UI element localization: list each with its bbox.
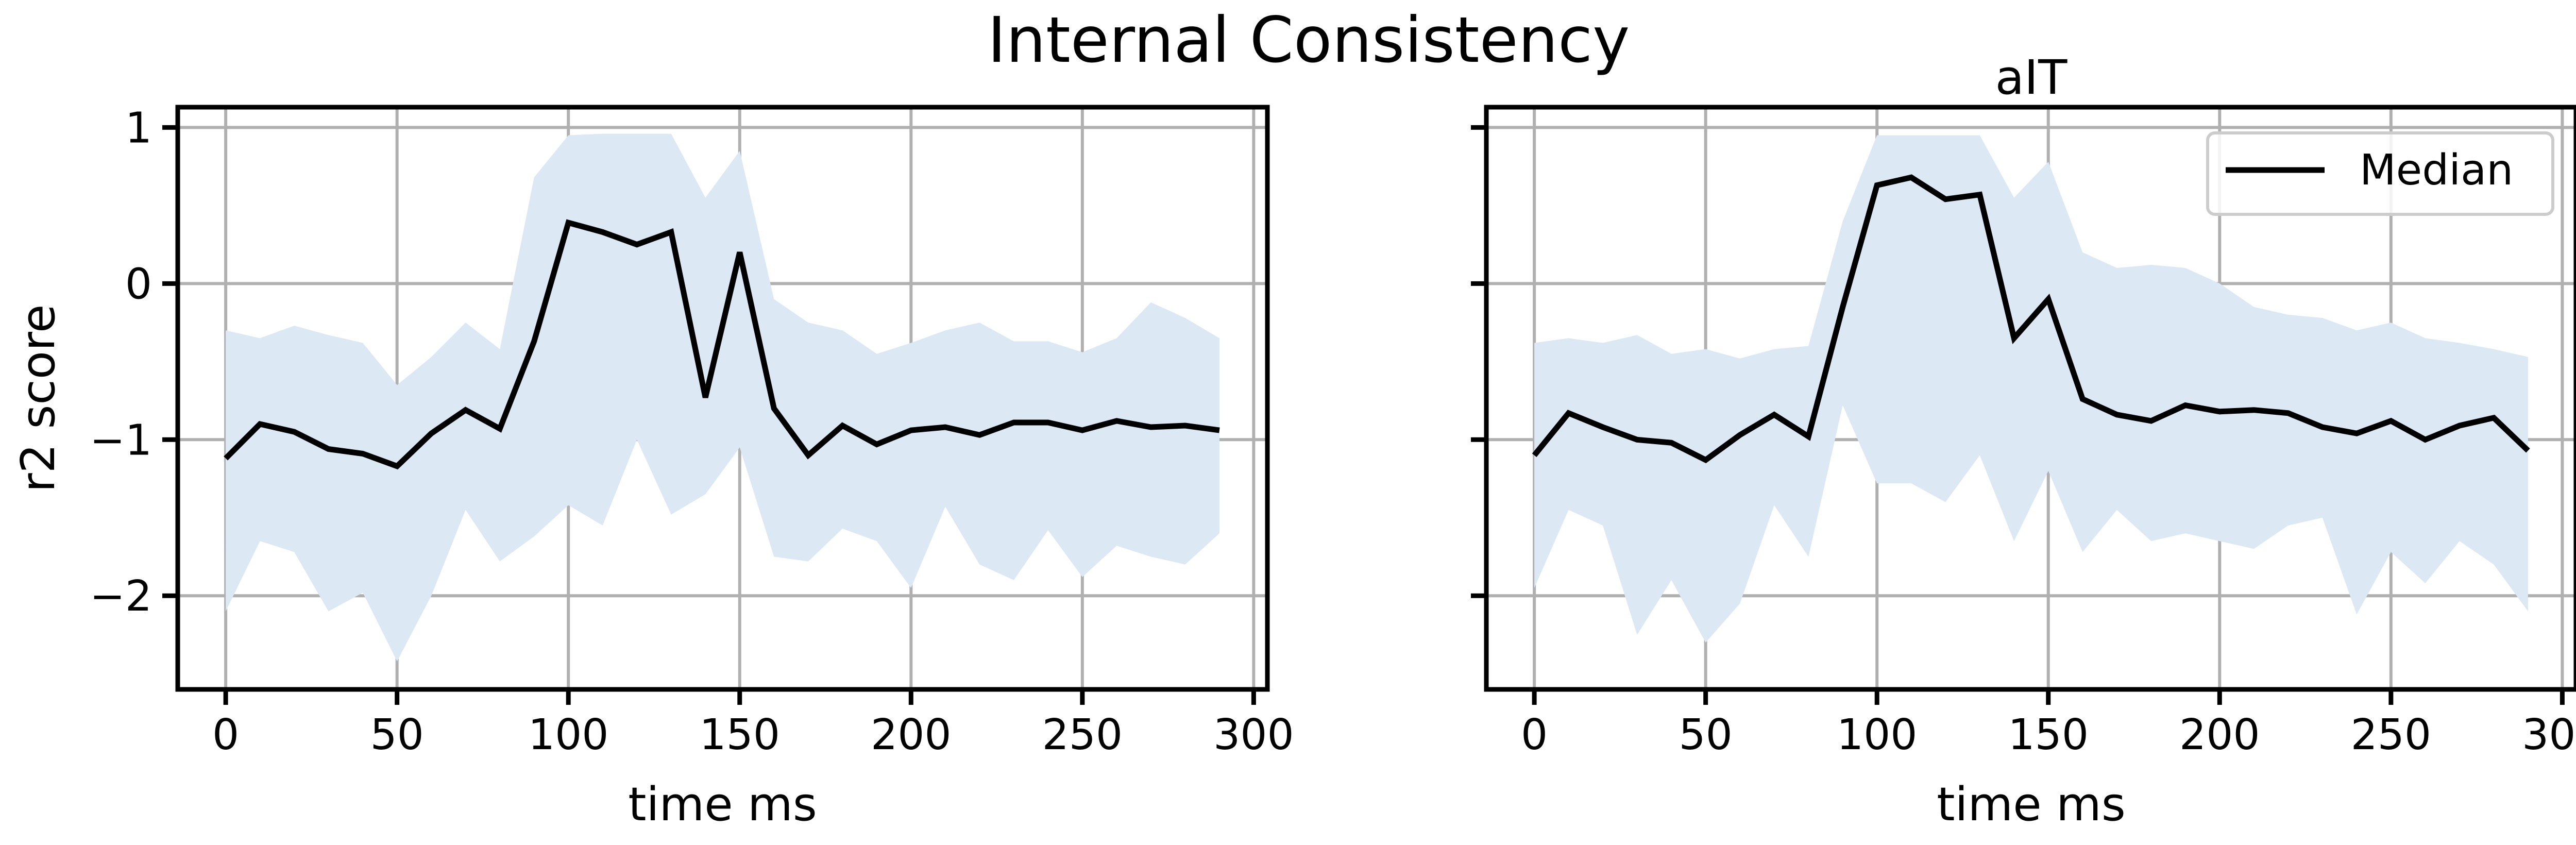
x-tick-label-3: 150 (699, 711, 780, 759)
x-tick-label-1: 50 (1679, 711, 1732, 759)
x-tick-label-5: 250 (2351, 711, 2432, 759)
x-tick-label-6: 300 (1213, 711, 1294, 759)
x-tick-label-0: 0 (1521, 711, 1548, 759)
x-tick-label-4: 200 (871, 711, 952, 759)
figure-suptitle: Internal Consistency (988, 4, 1630, 77)
y-axis-label: r2 score (11, 305, 65, 493)
x-tick-label-2: 100 (1837, 711, 1918, 759)
range-band (1534, 135, 2528, 643)
y-tick-label-1: −1 (90, 416, 152, 465)
legend-box (2206, 131, 2554, 216)
y-tick-label-3: 1 (125, 104, 152, 153)
x-tick-label-2: 100 (528, 711, 609, 759)
range-band (226, 133, 1219, 662)
x-tick-label-6: 300 (2522, 711, 2576, 759)
series-line-median (1532, 174, 2530, 464)
x-tick-label-1: 50 (370, 711, 423, 759)
right-panel-ait: 0 50 100 150 200 250 300 time ms aIT Median (1471, 50, 2576, 832)
x-tick-label-5: 250 (1042, 711, 1123, 759)
series-line-median (224, 219, 1220, 470)
left-panel: 0 50 100 150 200 250 300 −2 −1 0 1 time ms r2 score (11, 104, 1294, 832)
legend-label-median: Median (2360, 146, 2513, 195)
plot-frame (175, 105, 1270, 692)
x-axis-label: time ms (628, 778, 817, 832)
legend: Median (2206, 131, 2554, 216)
y-tick-label-2: 0 (125, 260, 152, 309)
y-tick-label-0: −2 (90, 572, 152, 621)
x-tick-label-0: 0 (212, 711, 239, 759)
plot-frame (1484, 105, 2576, 692)
panel-title: aIT (1995, 50, 2068, 105)
x-tick-label-4: 200 (2179, 711, 2260, 759)
x-tick-label-3: 150 (2008, 711, 2089, 759)
x-axis-label: time ms (1937, 778, 2126, 832)
